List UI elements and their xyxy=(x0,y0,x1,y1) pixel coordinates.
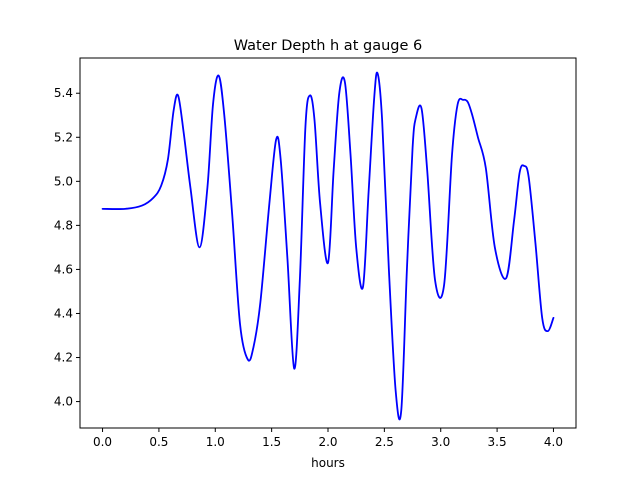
y-tick-label: 4.0 xyxy=(54,395,73,409)
x-tick-label: 2.0 xyxy=(318,435,337,449)
y-tick-label: 5.0 xyxy=(54,174,73,188)
x-tick-label: 1.5 xyxy=(262,435,281,449)
x-tick-label: 4.0 xyxy=(544,435,563,449)
x-tick-label: 3.5 xyxy=(488,435,507,449)
x-tick-label: 1.0 xyxy=(206,435,225,449)
x-tick-label: 2.5 xyxy=(375,435,394,449)
x-axis: 0.0 0.5 1.0 1.5 2.0 2.5 3.0 3.5 4.0 xyxy=(93,428,563,449)
x-tick-label: 0.5 xyxy=(149,435,168,449)
x-axis-label: hours xyxy=(311,456,345,470)
y-tick-label: 4.2 xyxy=(54,351,73,365)
y-tick-label: 4.6 xyxy=(54,262,73,276)
y-tick-label: 4.4 xyxy=(54,306,73,320)
plot-area xyxy=(80,58,576,428)
y-axis: 4.0 4.2 4.4 4.6 4.8 5.0 5.2 5.4 xyxy=(54,86,80,409)
y-tick-label: 5.4 xyxy=(54,86,73,100)
series-layer xyxy=(101,71,555,421)
chart-title: Water Depth h at gauge 6 xyxy=(234,38,422,54)
y-tick-label: 4.8 xyxy=(54,218,73,232)
x-tick-label: 0.0 xyxy=(93,435,112,449)
x-tick-label: 3.0 xyxy=(431,435,450,449)
series-line-0 xyxy=(101,71,555,421)
y-tick-label: 5.2 xyxy=(54,130,73,144)
